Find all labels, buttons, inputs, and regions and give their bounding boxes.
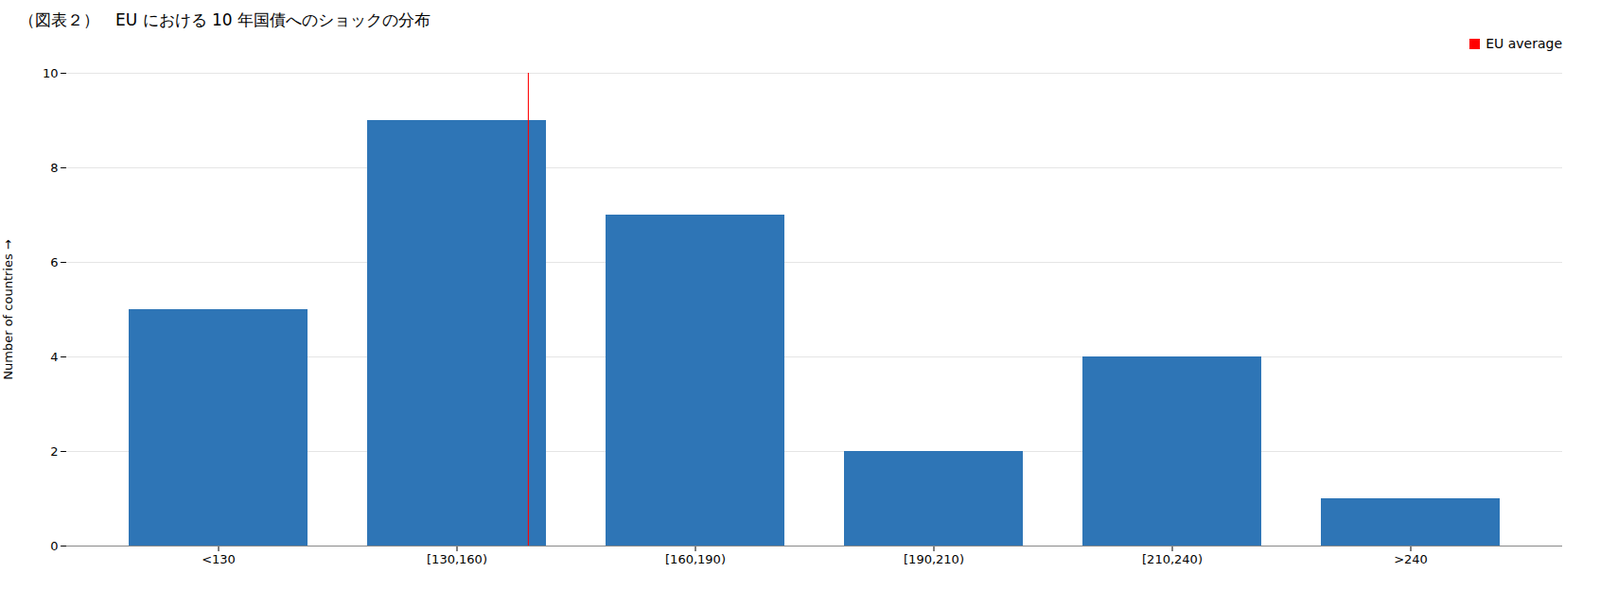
svg-text:2: 2 [50, 444, 58, 459]
svg-text:[190,210): [190,210) [903, 552, 965, 567]
svg-text:0: 0 [50, 539, 58, 554]
svg-text:6: 6 [50, 255, 58, 270]
svg-text:[210,240): [210,240) [1142, 552, 1203, 567]
svg-text:4: 4 [50, 350, 58, 365]
svg-text:[160,190): [160,190) [665, 552, 726, 567]
html-text:（図表２） EU における 10 年国債へのショックの分布: （図表２） EU における 10 年国債へのショックの分布 [18, 10, 431, 30]
svg-text:8: 8 [50, 160, 58, 176]
html-text:EU average: EU average [1485, 35, 1563, 52]
svg-text:10: 10 [42, 66, 59, 81]
svg-text:Number of countries →: Number of countries → [0, 239, 16, 381]
svg-text:[130,160): [130,160) [426, 552, 488, 567]
svg-text:<130: <130 [201, 552, 236, 567]
svg-text:>240: >240 [1393, 552, 1428, 567]
